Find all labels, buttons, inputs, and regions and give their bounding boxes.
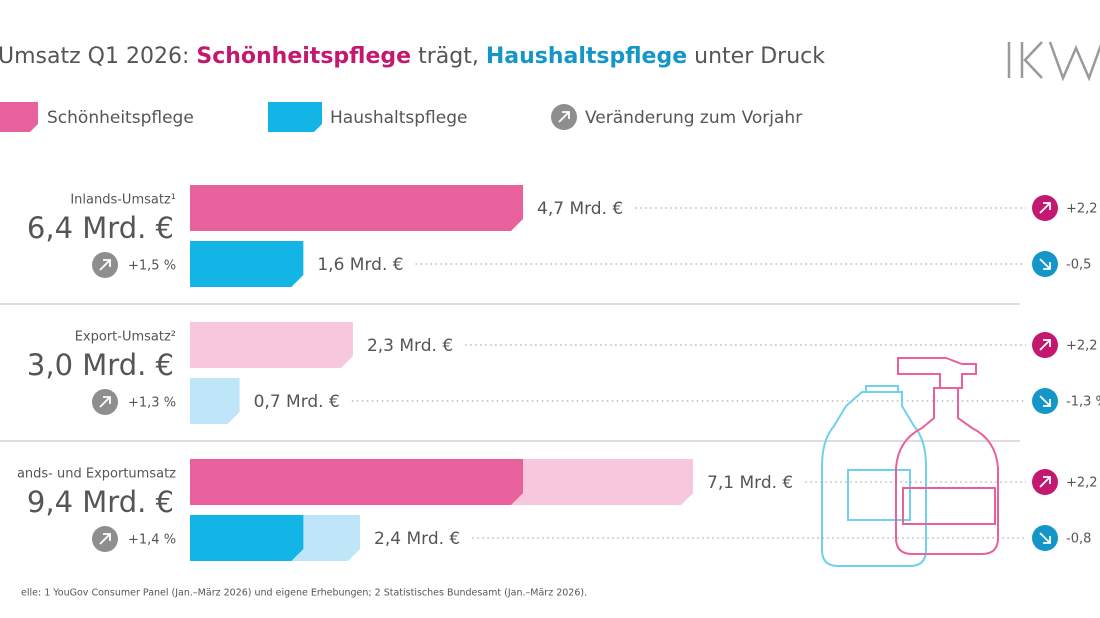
group-total: 3,0 Mrd. €: [27, 348, 174, 382]
group-total-change: +1,3 %: [128, 396, 176, 411]
change-icon-arrow: [1039, 202, 1051, 214]
bottle-illustration: [821, 357, 999, 567]
logo: [1007, 41, 1100, 82]
change-label: -1,3 %: [1066, 395, 1100, 410]
bar: [190, 241, 304, 287]
group-label: Export-Umsatz²: [75, 330, 176, 345]
value-label: 7,1 Mrd. €: [707, 473, 793, 493]
bar: [190, 378, 240, 424]
group-total: 9,4 Mrd. €: [27, 485, 174, 519]
bar-overlay: [190, 515, 304, 561]
group-total-change: +1,4 %: [128, 533, 176, 548]
value-label: 4,7 Mrd. €: [537, 199, 623, 219]
group-label: ands- und Exportumsatz: [17, 467, 176, 482]
group-total: 6,4 Mrd. €: [27, 211, 174, 245]
title-highlight: Haushaltspflege: [486, 44, 687, 69]
change-icon-arrow: [1039, 476, 1051, 488]
total-change-icon-arrow: [99, 259, 111, 271]
legend-change-icon-arrow: [558, 111, 570, 123]
change-label: +2,2: [1066, 339, 1098, 354]
change-label: -0,8: [1066, 532, 1091, 547]
legend-label: Schönheitspflege: [47, 108, 194, 128]
total-change-icon-arrow: [99, 533, 111, 545]
legend-swatch: [0, 102, 38, 132]
title-part: unter Druck: [694, 44, 825, 69]
change-label: +2,2: [1066, 476, 1098, 491]
total-change-icon-arrow: [99, 396, 111, 408]
legend-label: Haushaltspflege: [330, 108, 467, 128]
group-label: Inlands-Umsatz¹: [70, 193, 176, 208]
value-label: 2,4 Mrd. €: [374, 529, 460, 549]
footnote: elle: 1 YouGov Consumer Panel (Jan.–März…: [21, 588, 587, 599]
chart-title: Umsatz Q1 2026: Schönheitspflege trägt, …: [0, 44, 825, 69]
title-part: trägt,: [418, 44, 479, 69]
title-highlight: Schönheitspflege: [196, 44, 411, 69]
bar-overlay: [190, 459, 523, 505]
title-part: Umsatz Q1 2026:: [0, 44, 189, 69]
change-icon-arrow: [1039, 532, 1051, 544]
change-label: +2,2: [1066, 202, 1098, 217]
change-icon-arrow: [1039, 395, 1051, 407]
change-label: -0,5: [1066, 258, 1091, 273]
change-icon-arrow: [1039, 339, 1051, 351]
group-total-change: +1,5 %: [128, 259, 176, 274]
value-label: 2,3 Mrd. €: [367, 336, 453, 356]
value-label: 0,7 Mrd. €: [254, 392, 340, 412]
legend-label: Veränderung zum Vorjahr: [585, 108, 802, 128]
change-icon-arrow: [1039, 258, 1051, 270]
legend-swatch: [268, 102, 322, 132]
value-label: 1,6 Mrd. €: [317, 255, 403, 275]
bar: [190, 185, 523, 231]
bar: [190, 322, 353, 368]
